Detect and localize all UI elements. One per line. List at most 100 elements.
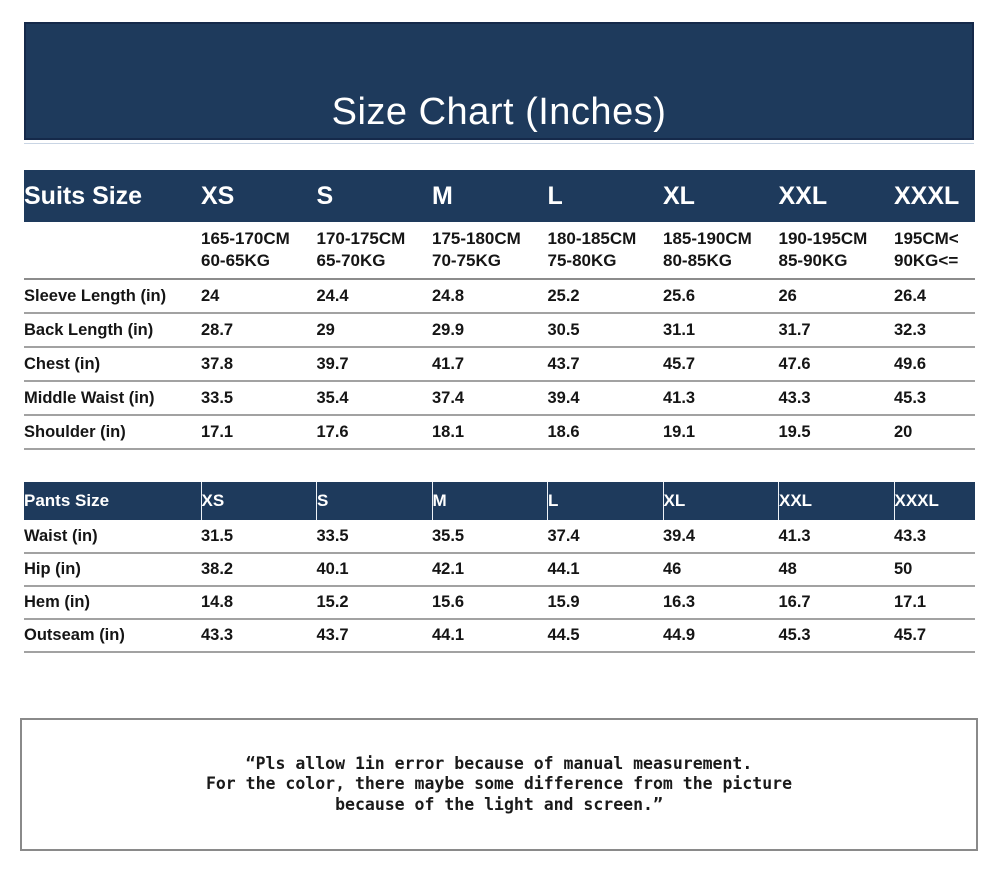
- value-cell: 33.5: [316, 520, 432, 554]
- value-cell: 20: [894, 415, 975, 450]
- value-cell: 24.4: [316, 279, 432, 314]
- value-cell: 24: [201, 279, 317, 314]
- value-cell: 40.1: [316, 553, 432, 587]
- value-cell: 45.3: [894, 381, 975, 416]
- height-range: 180-185CM: [547, 229, 637, 248]
- row-label: Hip (in): [24, 553, 201, 587]
- height-weight-cell: 180-185CM 75-80KG: [547, 222, 663, 280]
- table-row: Waist (in) 31.5 33.5 35.5 37.4 39.4 41.3 43.3: [24, 520, 975, 554]
- value-cell: 17.1: [201, 415, 317, 450]
- size-column-header: XXL: [778, 181, 828, 210]
- value-cell: 50: [894, 553, 975, 587]
- value-cell: 39.7: [316, 347, 432, 382]
- size-column-header: XXXL: [894, 181, 960, 210]
- row-label: Back Length (in): [24, 313, 201, 348]
- weight-range: 80-85KG: [663, 251, 732, 270]
- value-cell: 43.3: [778, 381, 894, 416]
- value-cell: 43.3: [894, 520, 975, 554]
- value-cell: 24.8: [432, 279, 548, 314]
- height-range: 165-170CM: [201, 229, 290, 248]
- size-column-header: XL: [663, 181, 695, 210]
- pants-size-table: Pants Size XS S M L XL XXL XXXL Waist (in) 31.5…: [24, 482, 975, 653]
- height-weight-cell: 170-175CM 65-70KG: [316, 222, 432, 280]
- note-line-2: For the color, there maybe some differen…: [205, 774, 793, 794]
- value-cell: 32.3: [894, 313, 975, 348]
- size-column-header: S: [316, 482, 432, 520]
- value-cell: 18.1: [432, 415, 548, 450]
- note-line-1: “Pls allow 1in error because of manual m…: [245, 753, 753, 773]
- size-column-header: XXL: [778, 482, 894, 520]
- value-cell: 48: [778, 553, 894, 587]
- value-cell: 31.5: [201, 520, 317, 554]
- value-cell: 17.6: [316, 415, 432, 450]
- weight-range: 75-80KG: [547, 251, 617, 270]
- suits-corner-label: Suits Size: [24, 181, 143, 210]
- value-cell: 39.4: [663, 520, 779, 554]
- height-range: 175-180CM: [432, 229, 521, 248]
- value-cell: 16.7: [778, 586, 894, 620]
- size-column-header: L: [547, 482, 663, 520]
- value-cell: 42.1: [432, 553, 548, 587]
- value-cell: 41.3: [663, 381, 779, 416]
- height-range: 190-195CM: [778, 229, 868, 248]
- value-cell: 43.3: [201, 619, 317, 653]
- height-weight-cell: 175-180CM 70-75KG: [432, 222, 548, 280]
- table-row: Back Length (in) 28.7 29 29.9 30.5 31.1 31.7 32…: [24, 313, 975, 348]
- value-cell: 15.9: [547, 586, 663, 620]
- weight-range: 90KG<=: [894, 251, 959, 270]
- weight-range: 65-70KG: [316, 251, 386, 270]
- value-cell: 19.5: [778, 415, 894, 450]
- value-cell: 15.6: [432, 586, 548, 620]
- value-cell: 35.4: [316, 381, 432, 416]
- size-column-header: M: [432, 181, 453, 210]
- suits-header-row: Suits Size XS S M L XL XXL XXXL: [24, 170, 975, 222]
- value-cell: 31.7: [778, 313, 894, 348]
- value-cell: 17.1: [894, 586, 975, 620]
- value-cell: 41.7: [432, 347, 548, 382]
- value-cell: 47.6: [778, 347, 894, 382]
- pants-header-row: Pants Size XS S M L XL XXL XXXL: [24, 482, 975, 520]
- table-row: Outseam (in) 43.3 43.7 44.1 44.5 44.9 45.3 45.7: [24, 619, 975, 653]
- value-cell: 35.5: [432, 520, 548, 554]
- size-column-header: M: [431, 482, 548, 520]
- range-row-spacer: [24, 222, 201, 280]
- measurement-note-box: “Pls allow 1in error because of manual m…: [20, 718, 978, 851]
- table-row: Chest (in) 37.8 39.7 41.7 43.7 45.7 47.6 49.6: [24, 347, 975, 382]
- value-cell: 18.6: [547, 415, 663, 450]
- table-row: Sleeve Length (in) 24 24.4 24.8 25.2 25.6 26 26…: [24, 279, 975, 314]
- row-label: Outseam (in): [24, 619, 201, 653]
- pants-corner-label: Pants Size: [24, 491, 110, 510]
- height-weight-cell: 185-190CM 80-85KG: [663, 222, 779, 280]
- height-range: 170-175CM: [316, 229, 406, 248]
- value-cell: 41.3: [778, 520, 894, 554]
- height-range: 195CM<: [894, 229, 959, 248]
- row-label: Sleeve Length (in): [24, 279, 201, 314]
- value-cell: 15.2: [316, 586, 432, 620]
- value-cell: 25.2: [547, 279, 663, 314]
- row-label: Middle Waist (in): [24, 381, 201, 416]
- weight-range: 70-75KG: [432, 251, 501, 270]
- value-cell: 29.9: [432, 313, 548, 348]
- value-cell: 39.4: [547, 381, 663, 416]
- value-cell: 37.4: [547, 520, 663, 554]
- value-cell: 43.7: [547, 347, 663, 382]
- banner-underline: [24, 143, 974, 144]
- value-cell: 14.8: [201, 586, 317, 620]
- value-cell: 44.1: [547, 553, 663, 587]
- height-weight-cell: 190-195CM 85-90KG: [778, 222, 894, 280]
- value-cell: 37.8: [201, 347, 317, 382]
- page-title: Size Chart (Inches): [331, 91, 667, 133]
- value-cell: 28.7: [201, 313, 317, 348]
- value-cell: 31.1: [663, 313, 779, 348]
- table-row: Hip (in) 38.2 40.1 42.1 44.1 46 48 50: [24, 553, 975, 587]
- row-label: Waist (in): [24, 520, 201, 554]
- size-column-header: XXXL: [893, 482, 975, 520]
- value-cell: 29: [316, 313, 432, 348]
- value-cell: 38.2: [201, 553, 317, 587]
- size-column-header: L: [547, 181, 563, 210]
- value-cell: 43.7: [316, 619, 432, 653]
- value-cell: 26.4: [894, 279, 975, 314]
- value-cell: 44.1: [432, 619, 548, 653]
- suits-range-row: 165-170CM 60-65KG 170-175CM 65-70KG 175-180C…: [24, 222, 975, 280]
- value-cell: 45.3: [778, 619, 894, 653]
